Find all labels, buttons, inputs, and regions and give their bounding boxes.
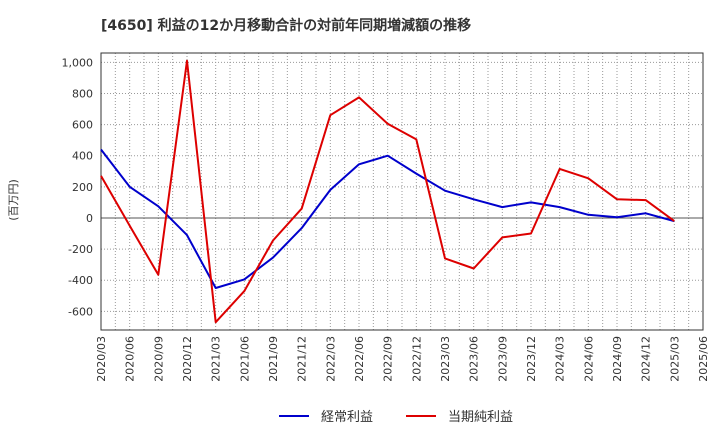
legend: 経常利益 当期純利益 [279, 410, 513, 425]
x-tick-label: 2023/06 [468, 336, 481, 382]
grid [100, 53, 704, 330]
chart-title: [4650] 利益の12か月移動合計の対前年同期増減額の推移 [101, 17, 471, 34]
x-tick-label: 2023/12 [525, 336, 538, 382]
y-tick-label: 200 [72, 181, 93, 194]
y-tick-labels: -600 -400 -200 0 200 400 600 800 1,000 [62, 56, 94, 318]
series-line-2 [100, 59, 675, 324]
x-tick-label: 2024/03 [554, 336, 567, 382]
legend-label-2: 当期純利益 [448, 410, 513, 425]
y-tick-label: 1,000 [62, 56, 94, 69]
x-tick-label: 2023/09 [496, 336, 509, 382]
x-tick-label: 2020/12 [181, 336, 194, 382]
x-tick-label: 2024/06 [582, 336, 595, 382]
x-tick-label: 2024/09 [611, 336, 624, 382]
y-tick-label: 0 [86, 212, 93, 225]
y-tick-label: -600 [68, 305, 93, 318]
y-tick-label: -400 [68, 274, 93, 287]
x-tick-label: 2022/12 [410, 336, 423, 382]
y-tick-label: -200 [68, 243, 93, 256]
x-tick-label: 2024/12 [640, 336, 653, 382]
x-tick-label: 2023/03 [439, 336, 452, 382]
x-tick-label: 2020/03 [95, 336, 108, 382]
y-axis-label: (百万円) [7, 179, 20, 221]
y-tick-label: 800 [72, 87, 93, 100]
x-tick-label: 2020/09 [152, 336, 165, 382]
x-tick-label: 2022/06 [353, 336, 366, 382]
y-tick-label: 400 [72, 150, 93, 163]
x-tick-label: 2021/12 [296, 336, 309, 382]
x-tick-label: 2025/06 [697, 336, 710, 382]
x-tick-label: 2021/03 [210, 336, 223, 382]
series-layer [100, 59, 675, 324]
x-tick-labels: 2020/03 2020/06 2020/09 2020/12 2021/03 2021/… [95, 336, 710, 382]
x-tick-label: 2020/06 [124, 336, 137, 382]
x-tick-label: 2021/06 [238, 336, 251, 382]
legend-label-1: 経常利益 [321, 410, 373, 425]
x-tick-label: 2022/09 [382, 336, 395, 382]
x-tick-label: 2022/03 [324, 336, 337, 382]
series-line-1 [100, 148, 675, 289]
x-tick-label: 2021/09 [267, 336, 280, 382]
y-tick-label: 600 [72, 119, 93, 132]
x-tick-label: 2025/03 [668, 336, 681, 382]
plot-area [100, 52, 704, 331]
